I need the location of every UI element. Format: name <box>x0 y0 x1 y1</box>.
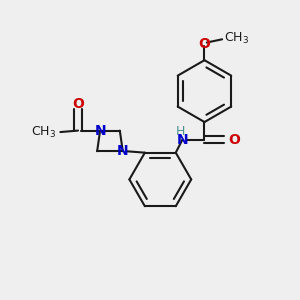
Text: CH$_3$: CH$_3$ <box>224 31 249 46</box>
Text: O: O <box>229 133 241 147</box>
Text: O: O <box>199 37 210 51</box>
Text: N: N <box>177 133 188 147</box>
Text: O: O <box>72 97 84 111</box>
Text: CH$_3$: CH$_3$ <box>31 124 56 140</box>
Text: N: N <box>94 124 106 138</box>
Text: N: N <box>117 144 129 158</box>
Text: H: H <box>176 125 186 138</box>
